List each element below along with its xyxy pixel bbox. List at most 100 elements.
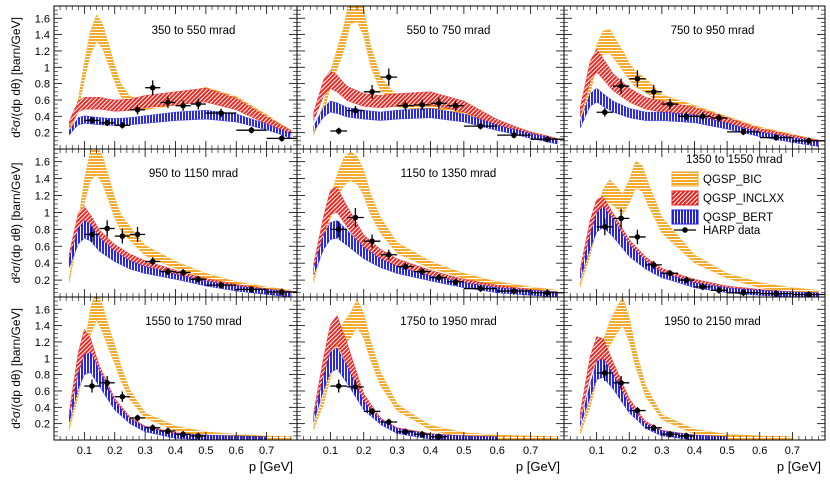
panel-1: 0.2 0.4 0.6 0.8 1 1.2 1.4 1.6 350 to 550 mrad	[35, 5, 298, 150]
harp-point	[612, 78, 630, 94]
x-tick-label: 0.6	[229, 445, 244, 457]
harp-point	[175, 431, 191, 438]
y-tick-label: 0.8	[35, 370, 50, 382]
band-inclxx	[580, 196, 819, 297]
harp-marker	[195, 433, 202, 439]
x-tick-label: 0.5	[198, 445, 213, 457]
y-tick-label: 0.2	[35, 128, 50, 140]
harp-point	[447, 278, 464, 286]
y-tick-label: 1.6	[35, 304, 50, 316]
legend: 1350 to 1550 mrad QGSP_BIC QGSP_INCLXX Q…	[671, 154, 784, 237]
y-tick-label: 1	[44, 353, 50, 365]
harp-marker	[180, 269, 186, 276]
plot-area	[68, 149, 297, 297]
band-inclxx	[580, 48, 819, 146]
harp-point	[792, 137, 825, 145]
harp-marker	[248, 127, 255, 134]
harp-marker	[634, 75, 641, 82]
harp-point	[661, 269, 679, 277]
harp-point	[99, 220, 115, 237]
harp-marker	[402, 429, 409, 435]
harp-point	[694, 283, 711, 291]
harp-point	[363, 234, 381, 248]
x-axis-label: p [GeV]	[249, 459, 293, 474]
harp-point	[129, 105, 146, 115]
harp-marker	[369, 238, 375, 244]
harp-marker	[740, 289, 747, 296]
harp-marker	[279, 289, 285, 295]
harp-marker	[419, 102, 425, 108]
harp-point	[114, 228, 130, 244]
harp-marker	[165, 428, 171, 434]
harp-point	[596, 364, 613, 382]
harp-marker	[634, 407, 641, 414]
y-tick-label: 0.6	[35, 241, 50, 253]
harp-marker	[436, 274, 442, 281]
panel-title: 750 to 950 mrad	[671, 25, 755, 37]
x-tick-label: 0.7	[523, 445, 538, 457]
y-tick-label: 0.4	[35, 402, 50, 414]
y-tick-label: 0.6	[35, 386, 50, 398]
y-tick-label: 1.4	[35, 174, 50, 186]
harp-marker	[683, 277, 690, 283]
harp-marker	[650, 89, 657, 95]
y-tick-label: 1	[44, 62, 50, 74]
panel-title: 1950 to 2150 mrad	[664, 316, 761, 328]
harp-point	[645, 84, 662, 99]
panel-title: 350 to 550 mrad	[152, 25, 236, 37]
legend-label-bert: QGSP_BERT	[703, 212, 773, 224]
harp-marker	[716, 287, 722, 294]
harp-marker	[618, 380, 624, 386]
y-tick-label: 1.6	[35, 13, 50, 25]
y-tick-label: 1.2	[35, 191, 50, 203]
plot-area	[313, 298, 558, 440]
panel-2: 550 to 750 mrad	[296, 5, 565, 150]
panel-9: 0.1 0.2 0.3 0.4 0.5 0.6 0.7 1950 to 2150 mrad	[563, 296, 826, 457]
harp-point	[727, 128, 760, 136]
y-tick-label: 0.2	[35, 419, 50, 431]
harp-marker	[149, 84, 156, 91]
harp-point	[530, 289, 564, 297]
harp-marker	[149, 258, 156, 265]
harp-point	[497, 131, 531, 139]
harp-point	[380, 418, 398, 426]
harp-point	[266, 135, 297, 142]
panel-4: 0.2 0.4 0.6 0.8 1 1.2 1.4 1.6 950 to 1150 mrad	[35, 148, 298, 298]
harp-point	[330, 379, 348, 393]
x-tick-label: 0.4	[687, 445, 702, 457]
harp-marker	[335, 383, 342, 389]
harp-marker	[352, 214, 359, 221]
x-tick-label: 0.5	[456, 445, 471, 457]
panel-8: 0.1 0.2 0.3 0.4 0.5 0.6 0.7 1750 to 1950 mrad	[296, 296, 565, 457]
harp-marker	[452, 278, 459, 285]
harp-marker	[544, 289, 551, 296]
harp-point	[727, 289, 760, 297]
x-tick-label: 0.7	[259, 445, 274, 457]
harp-point	[84, 226, 100, 242]
harp-marker	[667, 431, 673, 438]
harp-marker	[385, 74, 392, 80]
harp-marker	[699, 284, 706, 290]
band-bert	[313, 100, 558, 145]
harp-marker	[618, 215, 624, 222]
harp-point	[266, 288, 297, 296]
harp-point	[363, 84, 381, 99]
harp-point	[710, 286, 728, 294]
plot-area	[580, 297, 793, 440]
harp-point	[694, 112, 711, 121]
harp-marker	[134, 415, 141, 421]
plot-area	[313, 151, 564, 297]
harp-marker	[352, 384, 359, 390]
band-bic	[68, 297, 292, 440]
harp-marker	[716, 115, 722, 121]
harp-point	[413, 268, 431, 276]
y-tick-label: 1.6	[35, 157, 50, 169]
harp-point	[145, 424, 161, 432]
y-tick-label: 0.8	[35, 79, 50, 91]
harp-marker	[699, 113, 706, 120]
harp-marker	[436, 100, 442, 107]
legend-label-inclxx: QGSP_INCLXX	[703, 193, 784, 205]
harp-marker	[402, 102, 409, 109]
panel-title: 1750 to 1950 mrad	[400, 316, 497, 328]
harp-marker	[279, 135, 285, 142]
